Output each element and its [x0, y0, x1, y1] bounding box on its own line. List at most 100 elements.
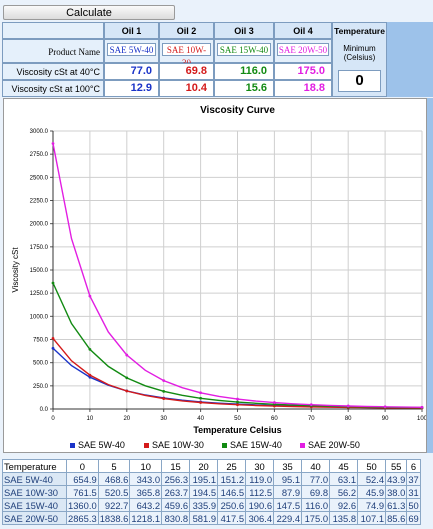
y-tick-label: 2250.0 [30, 199, 49, 205]
x-tick-label: 40 [197, 416, 204, 422]
table-cell: 87.9 [273, 485, 303, 499]
table-cell: 417.5 [217, 511, 247, 525]
temp-header-cell: 35 [273, 459, 303, 473]
legend-entry: SAE 5W-40 [78, 440, 125, 450]
legend-swatch [300, 443, 305, 448]
minimum-temperature-input[interactable]: 0 [338, 70, 381, 92]
chart-title: Viscosity Curve [200, 105, 275, 116]
x-tick-label: 0 [51, 416, 55, 422]
oil-1-v40-input[interactable]: 77.0 [104, 63, 159, 80]
table-cell: 263.7 [161, 485, 191, 499]
table-cell: 56.2 [329, 485, 359, 499]
temp-header-cell: 15 [161, 459, 191, 473]
table-cell: 643.2 [129, 498, 163, 512]
series-point [125, 353, 129, 357]
y-tick-label: 1750.0 [30, 245, 49, 251]
viscosity-100-label: Viscosity cSt at 100°C [2, 80, 104, 97]
oil-1-v100-input[interactable]: 12.9 [104, 80, 159, 97]
table-cell: 69 [406, 511, 421, 525]
table-cell: 92.6 [329, 498, 359, 512]
table-cell: 581.9 [189, 511, 219, 525]
y-tick-label: 2750.0 [30, 152, 49, 158]
chart-side-strip [427, 98, 433, 453]
table-cell: 468.6 [97, 472, 131, 486]
legend-swatch [222, 443, 227, 448]
oil-3-v40-input[interactable]: 116.0 [214, 63, 274, 80]
temp-header-cell: 40 [301, 459, 331, 473]
temp-header-cell: 20 [189, 459, 219, 473]
oil-4-product-cell: SAE 20W-50 [274, 39, 332, 63]
oil-4-header: Oil 4 [274, 22, 332, 39]
temp-header-cell: 45 [329, 459, 359, 473]
y-tick-label: 2500.0 [30, 175, 49, 181]
series-point [199, 396, 203, 400]
viscosity-data-table: Temperature 0 5 10 15 20 25 30 35 40 45 … [2, 459, 421, 525]
oil-4-v40-input[interactable]: 175.0 [274, 63, 332, 80]
series-point [51, 346, 55, 350]
oil-2-header: Oil 2 [159, 22, 214, 39]
table-cell: 95.1 [273, 472, 303, 486]
table-cell: 922.7 [97, 498, 131, 512]
oil-4-v100-input[interactable]: 18.8 [274, 80, 332, 97]
viscosity-chart: Viscosity Curve 0.0 250.0 500.0 750.0 1000.0 1… [11, 105, 428, 450]
oil-1-product-field[interactable]: SAE 5W-40 [107, 43, 156, 56]
oil-name-cell: SAE 20W-50 [2, 511, 67, 525]
table-cell: 256.3 [161, 472, 191, 486]
product-name-label: Product Name [2, 39, 104, 63]
oil-3-product-field[interactable]: SAE 15W-40 [217, 43, 271, 56]
oil-input-grid: Oil 1 Oil 2 Oil 3 Oil 4 Product Name SAE… [2, 22, 387, 97]
oil-1-product-cell: SAE 5W-40 [104, 39, 159, 63]
table-cell: 761.5 [66, 485, 99, 499]
table-cell: 195.1 [189, 472, 219, 486]
series-point [236, 400, 239, 404]
table-cell: 116.0 [301, 498, 331, 512]
series-point [273, 401, 276, 404]
oil-4-product-field[interactable]: SAE 20W-50 [277, 43, 329, 56]
oil-3-v100-input[interactable]: 15.6 [214, 80, 274, 97]
temperature-panel: Temperature Minimum (Celsius) 0 [332, 22, 387, 97]
oil-2-product-field[interactable]: SAE 10W-30 [162, 43, 211, 68]
oil-name-cell: SAE 10W-30 [2, 485, 67, 499]
table-cell: 1838.6 [97, 511, 131, 525]
series-point [199, 401, 203, 404]
table-cell: 151.2 [217, 472, 247, 486]
calculate-button[interactable]: Calculate [3, 5, 175, 20]
x-tick-label: 50 [234, 416, 241, 422]
table-cell: 250.6 [217, 498, 247, 512]
table-cell: 365.8 [129, 485, 163, 499]
table-row: SAE 10W-30 761.5 520.5 365.8 263.7 194.5… [2, 485, 421, 499]
x-tick-label: 70 [308, 416, 315, 422]
x-tick-label: 20 [123, 416, 130, 422]
oil-name-cell: SAE 5W-40 [2, 472, 67, 486]
x-tick-label: 10 [87, 416, 94, 422]
table-cell: 119.0 [245, 472, 275, 486]
legend-swatch [70, 443, 75, 448]
table-cell: 194.5 [189, 485, 219, 499]
legend-entry: SAE 15W-40 [230, 440, 282, 450]
table-cell: 190.6 [245, 498, 275, 512]
temperature-header-cell: Temperature [2, 459, 67, 473]
table-cell: 63.1 [329, 472, 359, 486]
table-cell: 77.0 [301, 472, 331, 486]
table-row: SAE 20W-50 2865.3 1838.6 1218.1 830.8 58… [2, 511, 421, 525]
y-axis-label: Viscosity cSt [11, 247, 20, 293]
y-tick-label: 0.0 [40, 407, 49, 413]
table-cell: 37 [406, 472, 421, 486]
minimum-celsius-label: Minimum (Celsius) [343, 44, 376, 62]
table-cell: 306.4 [245, 511, 275, 525]
y-tick-label: 250.0 [33, 384, 49, 390]
series-point [88, 373, 92, 377]
x-tick-label: 90 [382, 416, 389, 422]
temp-header-cell: 6 [406, 459, 421, 473]
temp-header-cell: 0 [66, 459, 99, 473]
x-axis-label: Temperature Celsius [193, 425, 281, 435]
oil-3-product-cell: SAE 15W-40 [214, 39, 274, 63]
temp-header-cell: 5 [97, 459, 131, 473]
x-tick-label: 100 [417, 416, 426, 422]
oil-2-v100-input[interactable]: 10.4 [159, 80, 214, 97]
temp-header-cell: 25 [217, 459, 247, 473]
table-row: SAE 15W-40 1360.0 922.7 643.2 459.6 335.… [2, 498, 421, 512]
table-header-row: Temperature 0 5 10 15 20 25 30 35 40 45 … [2, 459, 421, 473]
oil-2-v40-input[interactable]: 69.8 [159, 63, 214, 80]
table-cell: 74.9 [357, 498, 387, 512]
